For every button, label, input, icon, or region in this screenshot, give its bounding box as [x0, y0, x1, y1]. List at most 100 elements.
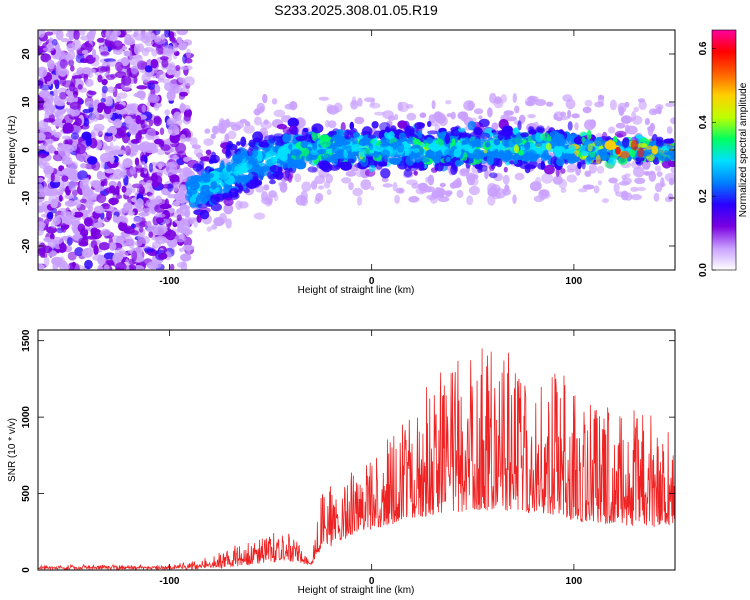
heatmap-blob	[77, 84, 83, 90]
heatmap-blob	[357, 97, 363, 107]
heatmap-blob	[552, 175, 564, 185]
heatmap-blob	[259, 166, 268, 177]
heatmap-blob	[307, 166, 318, 173]
heatmap-blob	[240, 136, 247, 147]
heatmap-blob	[466, 195, 474, 206]
heatmap-blob	[161, 59, 169, 68]
heatmap-blob	[565, 98, 576, 110]
heatmap-blob	[64, 107, 69, 113]
heatmap-blob	[110, 34, 116, 40]
heatmap-blob	[326, 103, 334, 114]
heatmap-blob	[159, 56, 169, 61]
heatmap-blob	[560, 168, 566, 174]
heatmap-blob	[282, 133, 292, 143]
heatmap-blob	[163, 166, 175, 176]
heatmap-blob	[352, 187, 364, 197]
heatmap-blob	[167, 183, 174, 192]
heatmap-blob	[38, 206, 45, 214]
heatmap-blob	[38, 183, 43, 193]
heatmap-blob	[144, 202, 153, 207]
heatmap-blob	[117, 92, 128, 99]
heatmap-blob	[457, 111, 469, 120]
heatmap-blob	[568, 144, 576, 154]
heatmap-blob	[208, 173, 215, 179]
heatmap-blob	[91, 128, 103, 136]
heatmap-blob	[405, 104, 414, 109]
heatmap-blob	[53, 118, 62, 126]
heatmap-blob	[604, 140, 617, 151]
heatmap-blob	[122, 234, 128, 242]
heatmap-blob	[143, 247, 155, 253]
heatmap-blob	[348, 182, 354, 191]
heatmap-blob	[545, 142, 552, 151]
heatmap-blob	[137, 60, 147, 70]
heatmap-blob	[484, 169, 489, 180]
heatmap-blob	[460, 168, 467, 175]
heatmap-blob	[148, 205, 154, 214]
heatmap-blob	[486, 155, 494, 166]
heatmap-blob	[294, 161, 303, 167]
heatmap-blob	[58, 256, 65, 268]
heatmap-blob	[474, 138, 482, 148]
heatmap-blob	[227, 130, 237, 140]
heatmap-blob	[58, 165, 65, 172]
heatmap-blob	[329, 164, 341, 171]
heatmap-blob	[150, 198, 163, 204]
heatmap-blob	[61, 135, 71, 140]
heatmap-blob	[123, 30, 133, 33]
heatmap-blob	[327, 120, 337, 129]
heatmap-blob	[354, 116, 365, 125]
heatmap-blob	[449, 182, 458, 189]
heatmap-blob	[419, 188, 428, 194]
heatmap-blob	[533, 195, 545, 203]
heatmap-blob	[300, 140, 309, 149]
heatmap-blob	[279, 182, 288, 193]
heatmap-blob	[200, 209, 210, 220]
heatmap-blob	[513, 144, 520, 154]
heatmap-blob	[560, 111, 566, 118]
heatmap-blob	[571, 113, 580, 119]
heatmap-blob	[77, 170, 88, 181]
heatmap-blob	[200, 185, 206, 190]
heatmap-blob	[596, 165, 605, 174]
heatmap-blob	[49, 233, 55, 240]
heatmap-blob	[502, 174, 510, 185]
heatmap-blob	[229, 187, 239, 198]
heatmap-blob	[451, 138, 456, 147]
heatmap-blob	[154, 226, 165, 236]
heatmap-blob	[96, 170, 104, 180]
heatmap-blob	[225, 218, 232, 229]
heatmap-blob	[179, 91, 188, 97]
heatmap-blob	[131, 139, 140, 144]
x-tick-label: 100	[566, 576, 583, 587]
heatmap-blob	[114, 104, 125, 110]
heatmap-blob	[427, 174, 435, 186]
heatmap-blob	[644, 118, 651, 126]
heatmap-blob	[226, 164, 232, 173]
heatmap-blob	[101, 85, 108, 94]
heatmap-blob	[199, 190, 205, 197]
heatmap-blob	[178, 77, 186, 83]
heatmap-blob	[61, 222, 67, 233]
heatmap-blob	[121, 185, 127, 193]
heatmap-blob	[341, 177, 352, 184]
heatmap-blob	[70, 77, 76, 88]
heatmap-blob	[150, 32, 156, 41]
heatmap-blob	[133, 54, 143, 62]
heatmap-blob	[361, 137, 371, 145]
heatmap-blob	[144, 65, 153, 73]
heatmap-blob	[638, 100, 647, 110]
heatmap-blob	[269, 179, 276, 185]
heatmap-blob	[502, 130, 513, 138]
heatmap-blob	[588, 163, 598, 174]
heatmap-blob	[43, 118, 56, 123]
heatmap-blob	[106, 156, 115, 162]
heatmap-blob	[109, 174, 119, 180]
heatmap-blob	[276, 123, 287, 130]
heatmap-blob	[414, 122, 425, 129]
heatmap-blob	[182, 39, 193, 46]
heatmap-blob	[578, 188, 588, 193]
heatmap-blob	[210, 193, 221, 205]
y-tick-label: 0	[21, 147, 32, 153]
heatmap-blob	[536, 127, 546, 134]
